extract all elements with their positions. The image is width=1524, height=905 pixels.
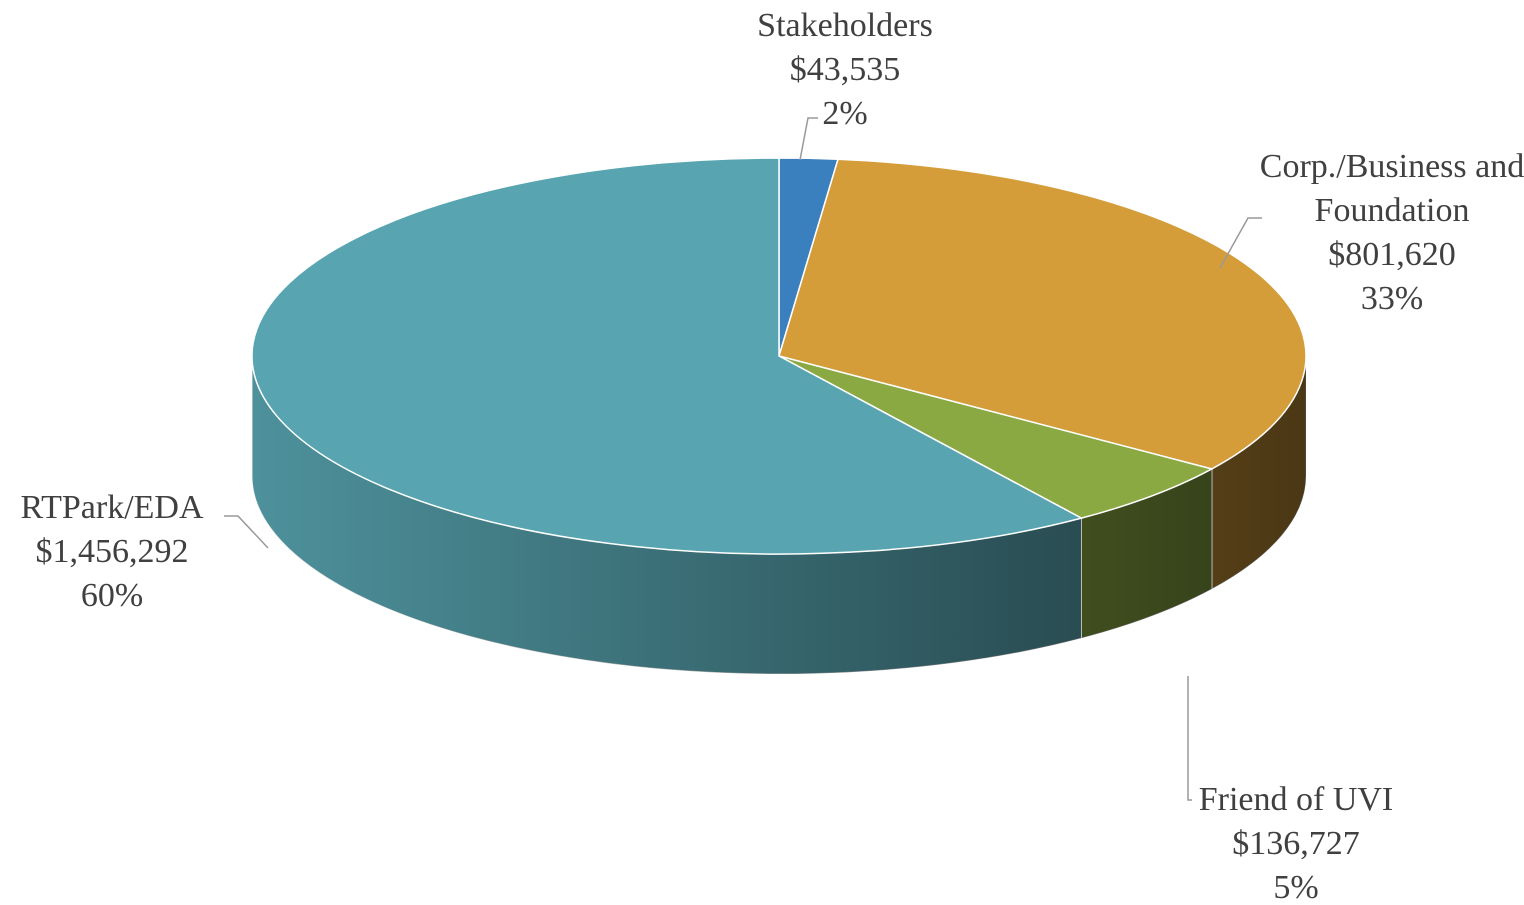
value-label: $43,535 [789,51,901,88]
percent-label: 2% [822,95,868,132]
data-label: RTPark/EDA $1,456,292 60% [0,486,232,618]
category-label: RTPark/EDA [20,489,204,526]
value-label: $801,620 [1328,236,1456,273]
data-label: Stakeholders $43,535 2% [695,4,995,136]
slice [778,158,1307,470]
percent-label: 5% [1273,869,1319,905]
percent-label: 60% [80,577,144,614]
slice-side-shade [252,356,1082,675]
percent-label: 33% [1360,280,1424,317]
value-label: $1,456,292 [35,533,189,570]
category-label: Corp./Business and Foundation [1259,148,1524,229]
slice [251,157,1084,555]
slice-side-shade [1081,468,1212,639]
slice-side-shade [1211,356,1306,589]
slice [778,355,1214,519]
data-label: Corp./Business and Foundation $801,620 33% [1257,145,1524,321]
value-label: $136,727 [1232,825,1360,862]
leader-line [1187,676,1192,801]
data-label: Friend of UVI $136,727 5% [1166,778,1426,905]
leader-line [1219,217,1262,269]
category-label: Friend of UVI [1198,781,1394,818]
category-label: Stakeholders [757,7,933,44]
leader-line [799,117,818,161]
leader-line [224,515,269,549]
leader-lines [224,117,1262,801]
